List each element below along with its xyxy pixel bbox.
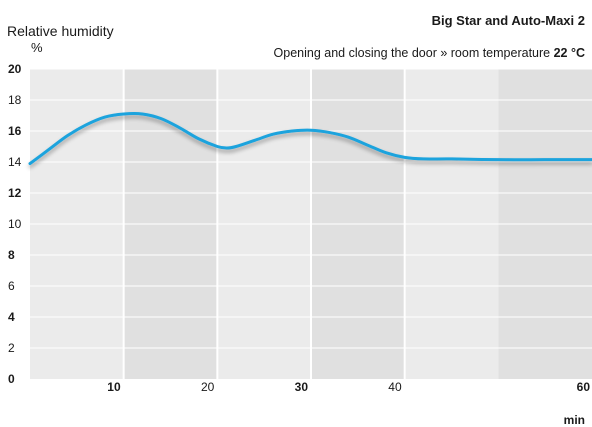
y-tick-label: 18 — [8, 93, 22, 107]
x-tick-label: 60 — [577, 380, 591, 394]
x-tick-label: 30 — [295, 380, 309, 394]
y-tick-label: 10 — [8, 217, 22, 231]
x-axis-unit: min — [563, 413, 585, 427]
x-tick-label: 10 — [107, 380, 121, 394]
y-tick-label: 16 — [8, 124, 22, 138]
subtitle-text: Opening and closing the door » room temp… — [273, 46, 551, 60]
x-tick-labels: 10 20 30 40 60 — [107, 380, 590, 394]
y-tick-label: 2 — [8, 341, 15, 355]
gridlines — [30, 68, 592, 379]
y-tick-label: 20 — [8, 62, 22, 76]
y-tick-label: 14 — [8, 155, 22, 169]
humidity-series-line — [28, 111, 592, 166]
chart-title: Big Star and Auto-Maxi 2 — [431, 13, 585, 28]
y-axis-unit: % — [31, 40, 43, 55]
y-tick-label: 8 — [8, 248, 15, 262]
chart-subtitle: Opening and closing the door » room temp… — [274, 46, 585, 60]
subtitle-temperature: 22 °C — [553, 46, 585, 60]
y-tick-label: 4 — [8, 310, 15, 324]
y-tick-label: 0 — [8, 372, 15, 386]
x-tick-label: 20 — [201, 380, 215, 394]
y-axis-label: Relative humidity — [7, 23, 114, 39]
x-tick-label: 40 — [388, 380, 402, 394]
y-tick-label: 12 — [8, 186, 22, 200]
y-tick-labels: 0 2 4 6 8 10 12 14 16 18 20 — [8, 62, 22, 386]
y-tick-label: 6 — [8, 279, 15, 293]
series-group — [28, 111, 592, 166]
